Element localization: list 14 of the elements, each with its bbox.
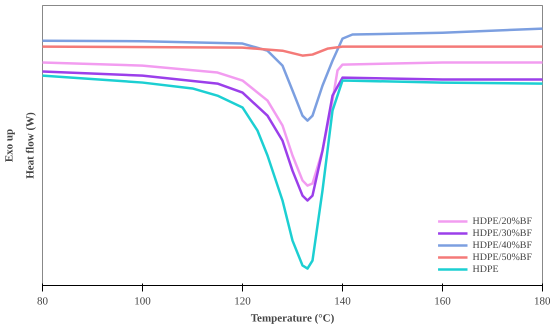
x-tick-label: 180 — [534, 296, 550, 308]
legend-label: HDPE/50%BF — [472, 251, 532, 263]
legend-label: HDPE/30%BF — [472, 227, 532, 239]
legend-label: HDPE — [472, 263, 499, 275]
legend-label: HDPE/20%BF — [472, 215, 532, 227]
text: Exo up — [4, 128, 16, 162]
x-tick-label: 120 — [234, 296, 252, 308]
legend-label: HDPE/40%BF — [472, 239, 532, 251]
x-axis-title: Temperature (°C) — [250, 312, 335, 324]
x-tick-label: 140 — [334, 296, 352, 308]
x-tick-label: 80 — [37, 296, 48, 308]
x-tick-label: 100 — [134, 296, 152, 308]
x-tick-label: 160 — [434, 296, 452, 308]
y-axis-title: Heat flow (W) — [24, 112, 36, 179]
